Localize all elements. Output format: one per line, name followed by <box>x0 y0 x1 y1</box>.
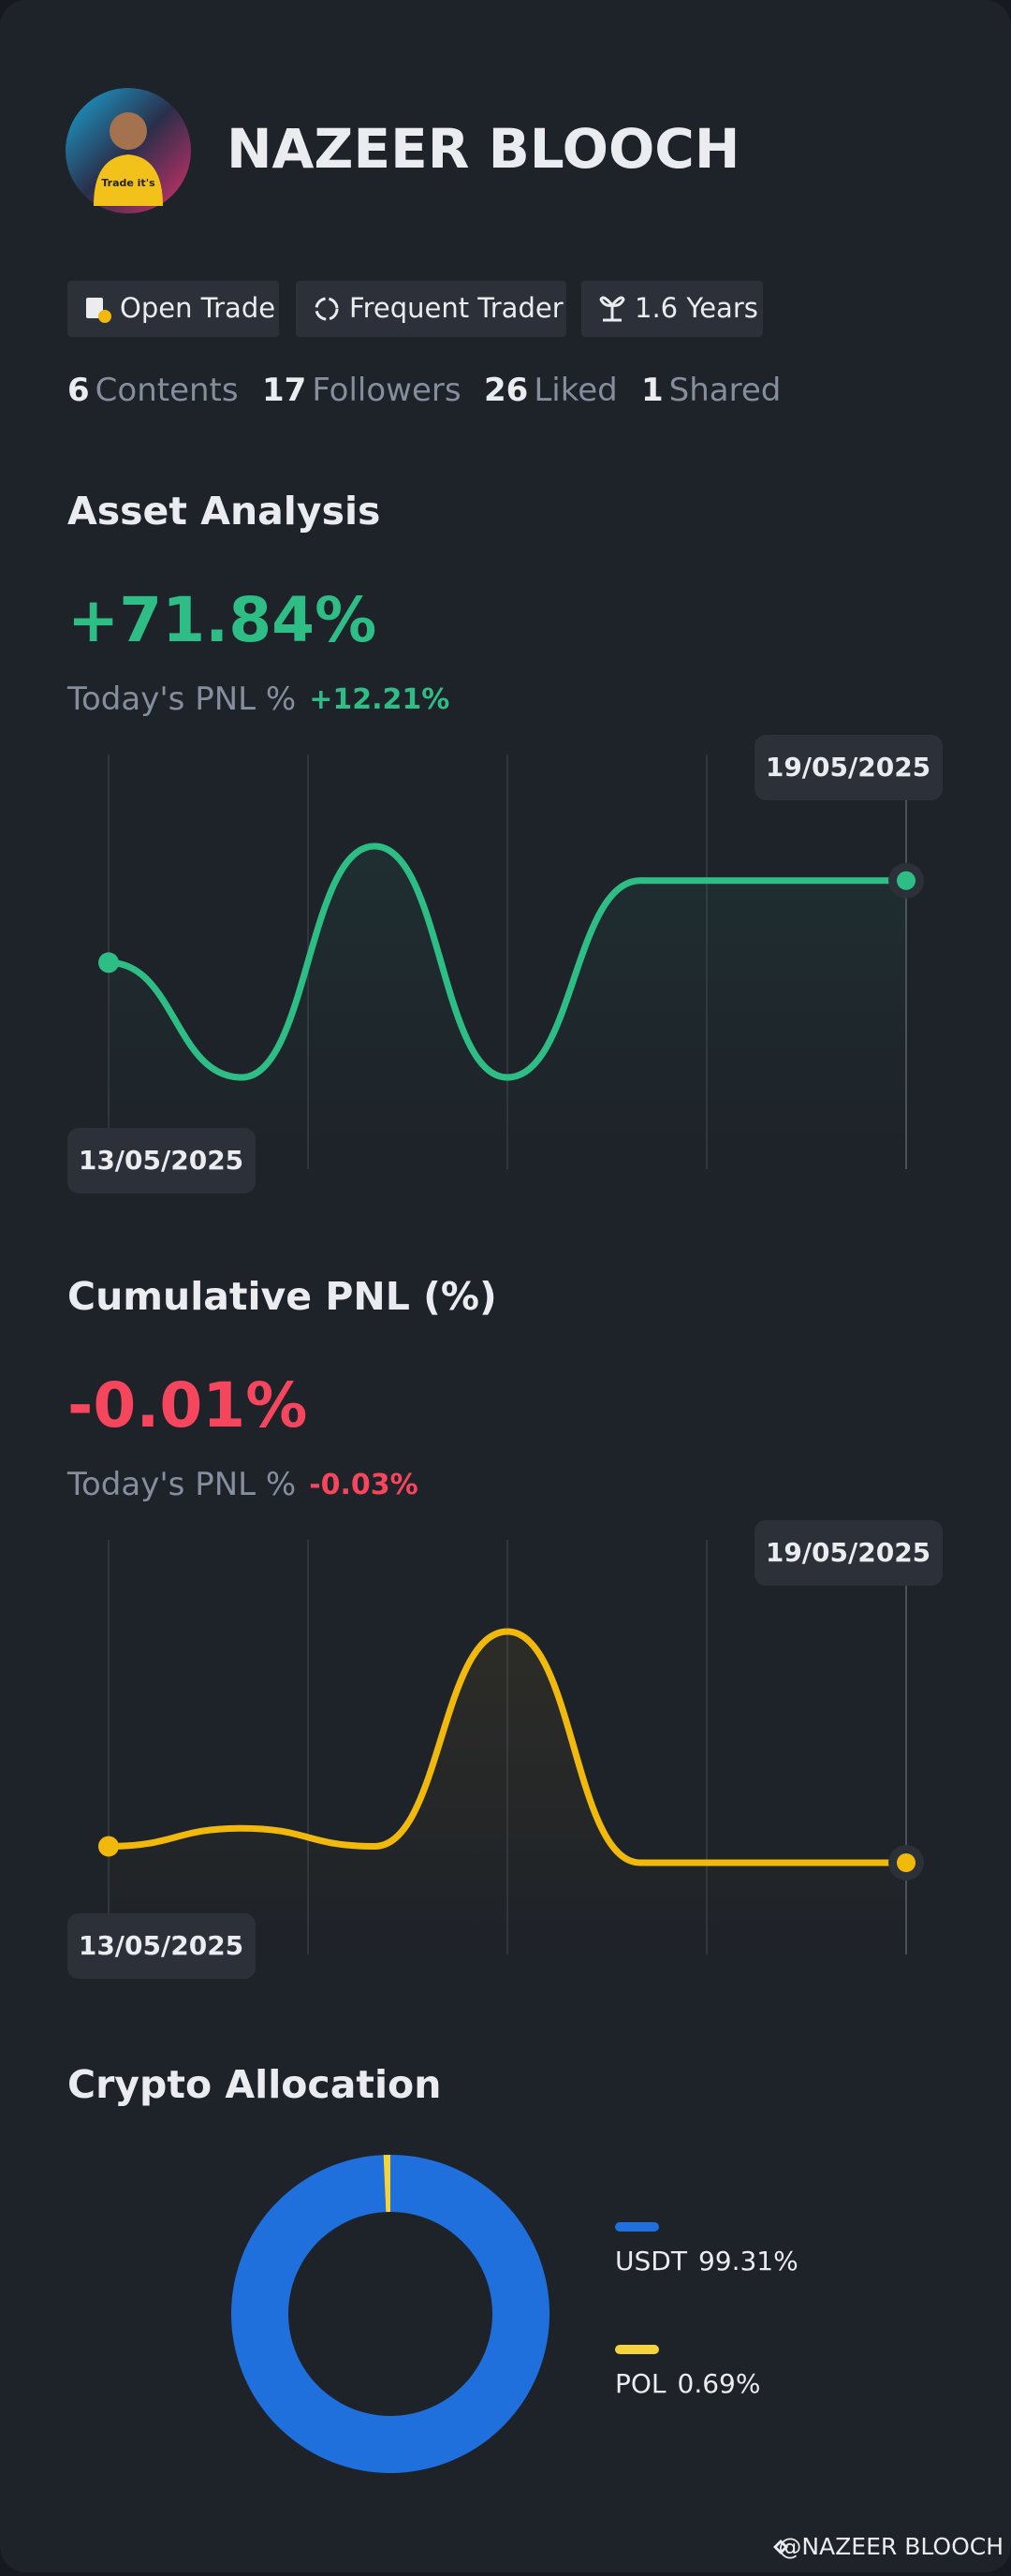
tag-label: Frequent Trader <box>349 292 564 324</box>
start-point <box>98 1836 119 1857</box>
stat: 26 Liked <box>484 372 618 409</box>
stats: 6 Contents 17 Followers 26 Liked 1 Shared <box>67 372 781 409</box>
svg-text:Trade it's: Trade it's <box>101 177 155 189</box>
area-fill <box>109 1632 906 1954</box>
legend-value: 99.31% <box>698 2246 799 2276</box>
date-label: 19/05/2025 <box>766 752 930 783</box>
tag-label: 1.6 Years <box>635 292 758 324</box>
legend-entry: POL 0.69% <box>615 2368 760 2399</box>
donut-segment <box>383 2155 390 2213</box>
legend-swatch <box>615 2222 659 2232</box>
date-label: 19/05/2025 <box>766 1537 930 1568</box>
section-title: Cumulative PNL (%) <box>67 1274 497 1319</box>
tag: Open Trade <box>67 281 279 337</box>
date-label: 13/05/2025 <box>79 1930 243 1961</box>
legend-value: 0.69% <box>678 2368 761 2399</box>
headline-value: +71.84% <box>67 584 376 656</box>
stat: 1 Shared <box>641 372 781 409</box>
date-badge <box>67 1913 256 1979</box>
today-pnl-value: +12.21% <box>309 683 449 716</box>
footer-handle: @NAZEER BLOOCH <box>778 2533 1004 2560</box>
legend-entry: USDT 99.31% <box>615 2246 799 2276</box>
date-badge <box>755 735 943 800</box>
tag-label: Open Trade <box>120 292 275 324</box>
section-title: Asset Analysis <box>67 489 380 534</box>
today-pnl-value: -0.03% <box>309 1469 418 1501</box>
legend-swatch <box>615 2345 659 2354</box>
date-label: 13/05/2025 <box>79 1145 243 1176</box>
headline-value: -0.01% <box>67 1369 307 1442</box>
profile-name: NAZEER BLOOCH <box>227 117 740 181</box>
donut-segment <box>230 2155 549 2474</box>
today-pnl-label: Today's PNL % <box>66 1466 296 1503</box>
today-pnl-label: Today's PNL % <box>66 681 296 718</box>
today-pnl: Today's PNL % +12.21% <box>66 681 449 718</box>
tag: 1.6 Years <box>581 281 763 337</box>
stat-count: 1 <box>641 372 664 409</box>
start-point <box>98 952 119 973</box>
stat-count: 6 <box>67 372 90 409</box>
area-fill <box>109 846 906 1169</box>
stat-label: Shared <box>669 372 782 409</box>
stat-label: Contents <box>95 372 239 409</box>
line <box>105 842 910 1081</box>
stat-label: Liked <box>534 372 617 409</box>
stat-count: 17 <box>262 372 306 409</box>
legend-name: USDT <box>615 2246 688 2276</box>
date-badge <box>755 1520 943 1586</box>
footer: @NAZEER BLOOCH <box>773 2533 1004 2560</box>
stat: 6 Contents <box>67 372 239 409</box>
stat: 17 Followers <box>262 372 462 409</box>
avatar: Trade it's <box>66 88 191 213</box>
end-point <box>897 1853 916 1872</box>
line <box>105 1628 910 1866</box>
date-badge <box>67 1128 256 1193</box>
end-point <box>897 871 916 890</box>
tag: Frequent Trader <box>296 281 566 337</box>
today-pnl: Today's PNL % -0.03% <box>66 1466 418 1503</box>
legend-name: POL <box>615 2368 667 2399</box>
stat-count: 26 <box>484 372 528 409</box>
stat-label: Followers <box>312 372 461 409</box>
section-title: Crypto Allocation <box>67 2062 441 2107</box>
